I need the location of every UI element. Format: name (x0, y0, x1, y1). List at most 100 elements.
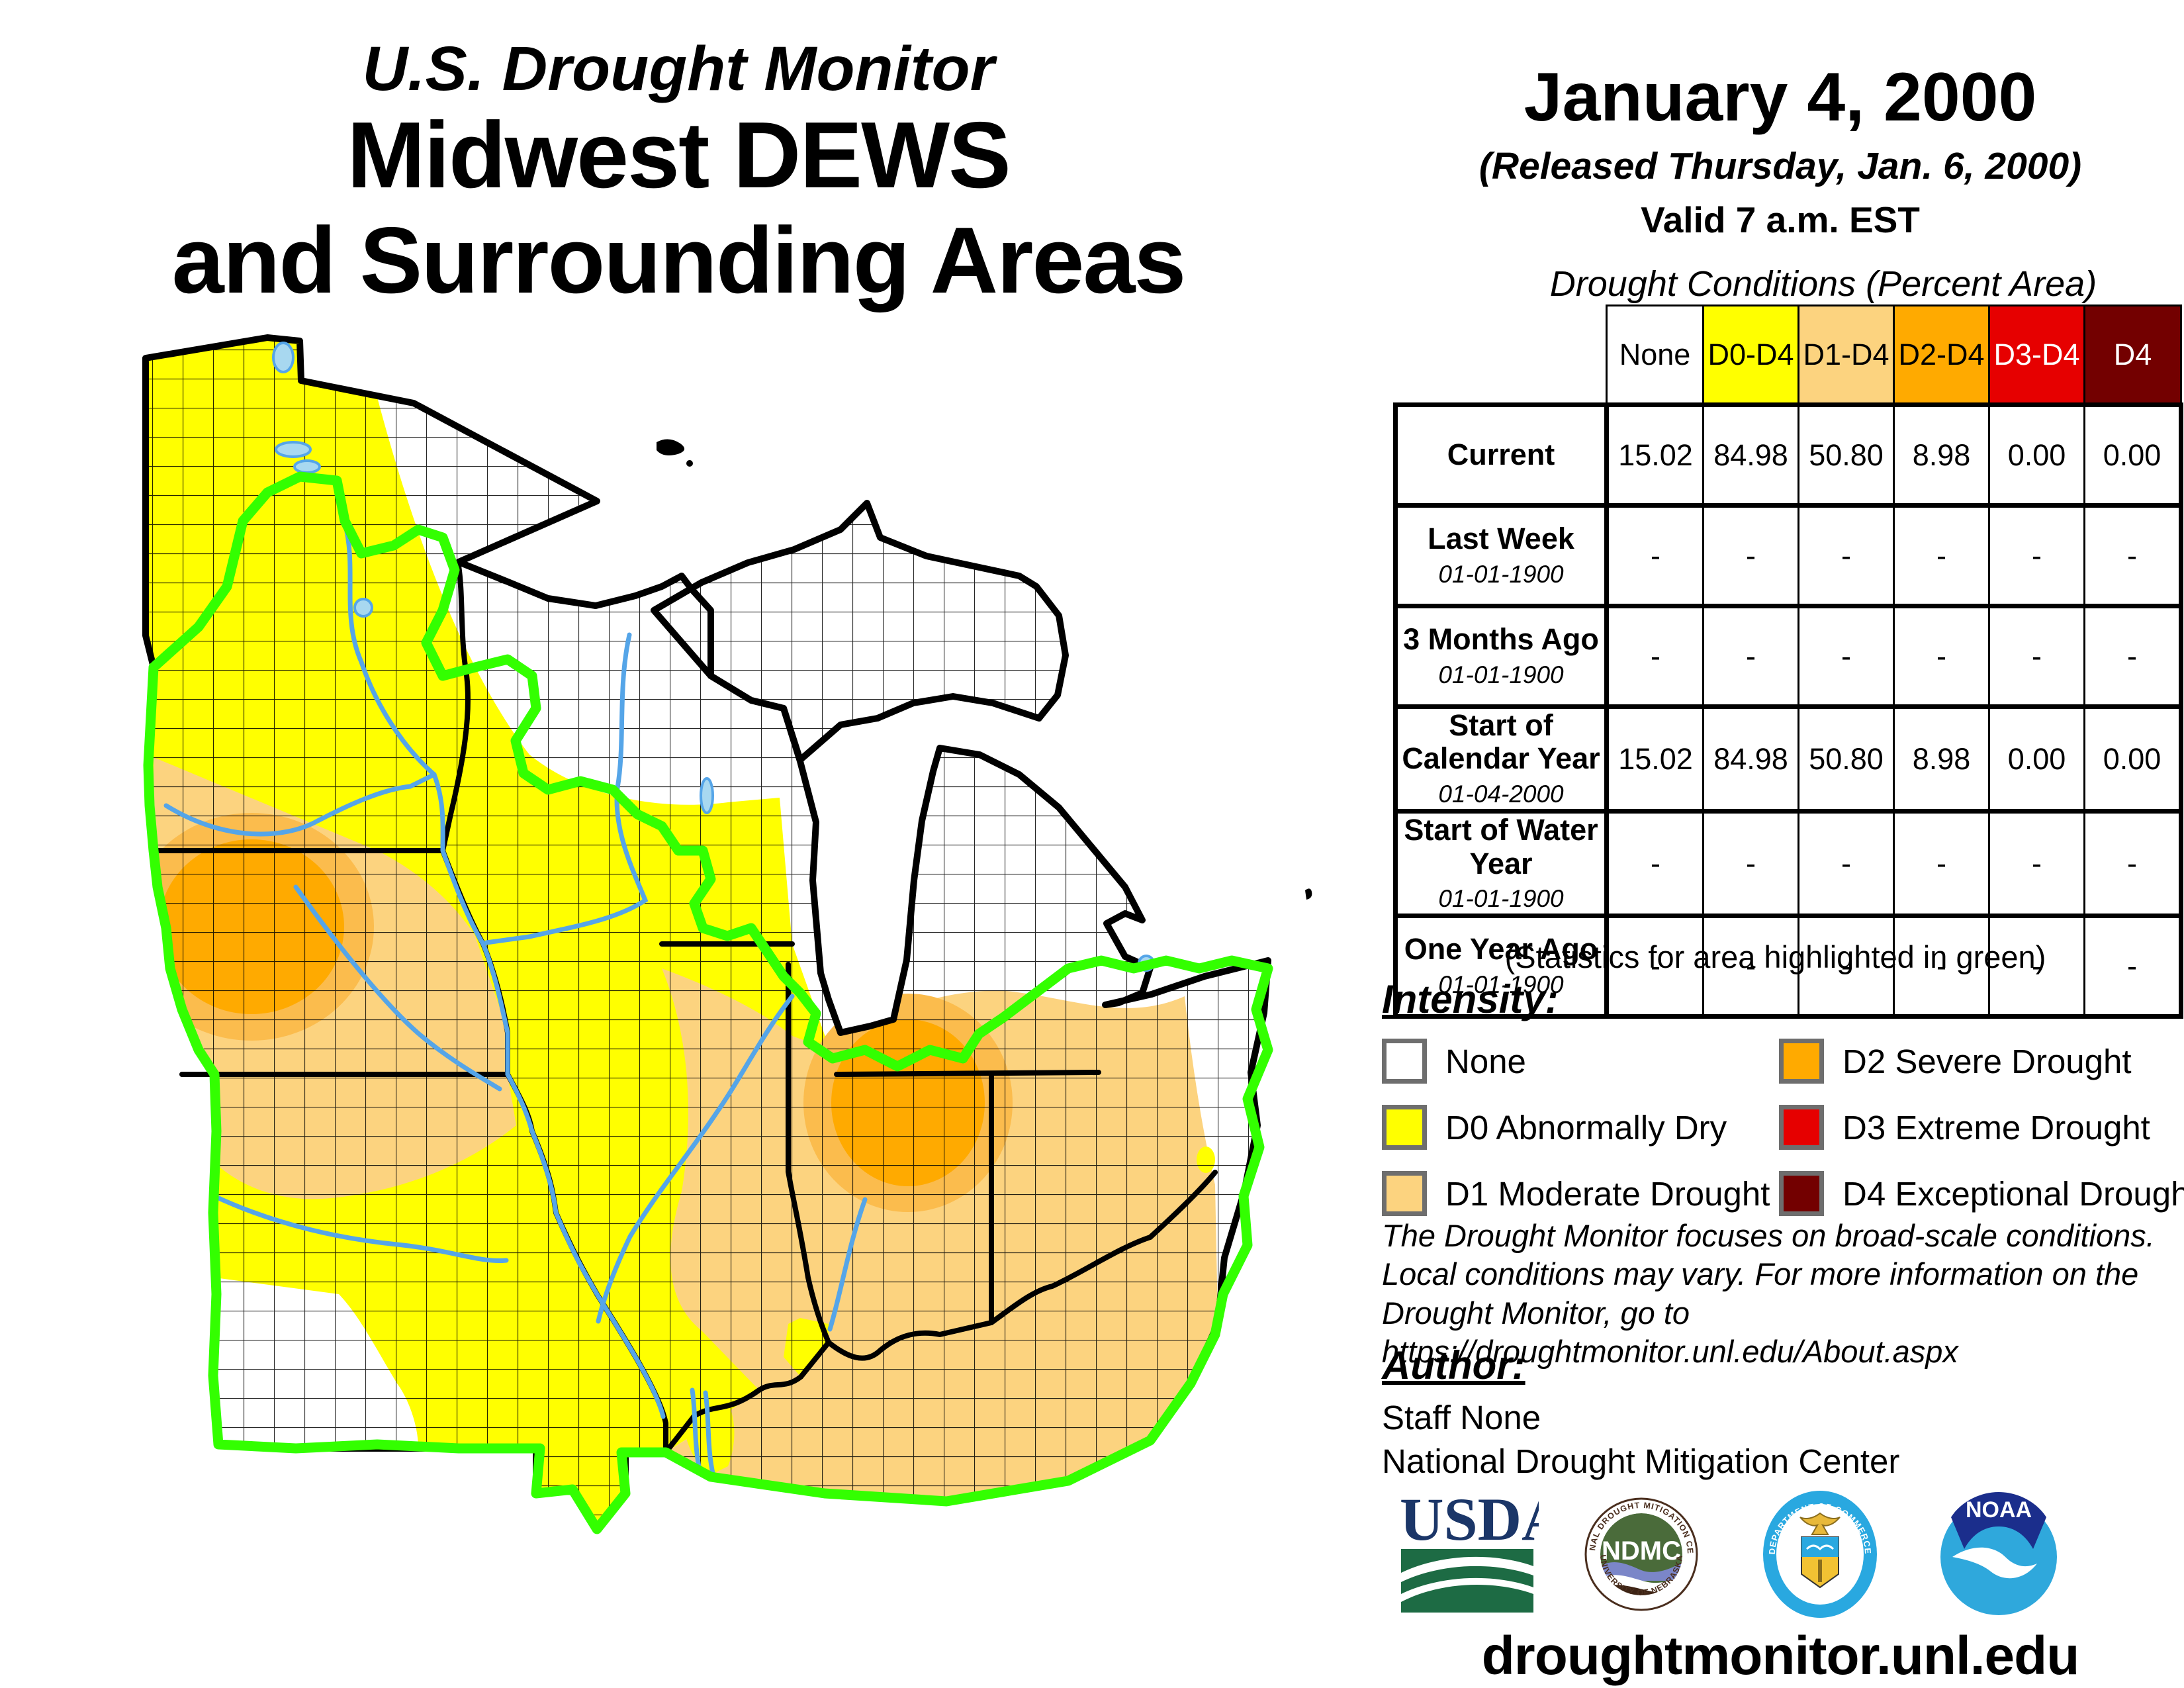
table-cell: 0.00 (1988, 404, 2085, 506)
disclaimer-line: Drought Monitor, go to https://droughtmo… (1382, 1295, 1958, 1369)
svg-text:NDMC: NDMC (1602, 1536, 1681, 1566)
legend-label: D0 Abnormally Dry (1445, 1108, 1727, 1147)
table-cell: - (1606, 605, 1704, 708)
table-cell: 84.98 (1702, 705, 1799, 813)
row-label: Start of Water Year 01-01-1900 (1393, 809, 1609, 919)
minnesota-river (163, 772, 437, 837)
table-cell: 84.98 (1702, 404, 1799, 506)
table-cell: - (1702, 915, 1799, 1018)
table-cell: - (1797, 810, 1895, 917)
usda-logo: USDA (1400, 1488, 1539, 1613)
author-name: Staff None (1382, 1399, 1541, 1436)
site-url: droughtmonitor.unl.edu (1481, 1626, 2080, 1686)
legend-swatch (1779, 1105, 1824, 1150)
legend-item: D3 Extreme Drought (1779, 1099, 2184, 1156)
disclaimer-line: The Drought Monitor focuses on broad-sca… (1382, 1218, 2155, 1253)
legend-item: D0 Abnormally Dry (1382, 1099, 1779, 1156)
row-label: Last Week 01-01-1900 (1393, 503, 1609, 608)
isle-royale-island (657, 439, 685, 455)
table-row: 3 Months Ago 01-01-1900- - - - - - (1393, 604, 2183, 709)
author-organization: National Drought Mitigation Center (1382, 1442, 1900, 1480)
drought-conditions-table: None D0-D4 D1-D4 D2-D4 D3-D4 D4 Current 15.02 8… (1393, 305, 2183, 1019)
column-header-none: None (1606, 305, 1704, 406)
wisconsin-river (484, 632, 649, 945)
table-cell: 50.80 (1797, 404, 1895, 506)
table-cell: - (2083, 605, 2183, 708)
upper-red-lake (275, 441, 312, 458)
des-moines-river (293, 884, 502, 1092)
legend-label: D1 Moderate Drought (1445, 1174, 1770, 1213)
commerce-logo: DEPARTMENT OF COMMERCE UNITED STATES OF … (1754, 1488, 1877, 1618)
eagle-icon (1799, 1512, 1841, 1535)
column-header-d3-d4: D3-D4 (1988, 305, 2085, 406)
legend-swatch (1382, 1105, 1427, 1150)
noaa-logo: NOAA (1940, 1492, 2057, 1615)
table-cell: - (1893, 915, 1990, 1018)
legend-item: D1 Moderate Drought (1382, 1165, 1779, 1222)
dews-region-boundary (143, 471, 1273, 1534)
intensity-legend-title: Intensity: (1382, 977, 1559, 1021)
valid-time: Valid 7 a.m. EST (1641, 199, 1920, 240)
row-label: Start of Calendar Year 01-04-2000 (1393, 704, 1609, 814)
legend-item: D2 Severe Drought (1779, 1033, 2184, 1090)
lake-erie-islet (1305, 888, 1312, 900)
column-header-d2-d4: D2-D4 (1893, 305, 1990, 406)
disclaimer-text: The Drought Monitor focuses on broad-sca… (1382, 1217, 2184, 1371)
table-cell: 15.02 (1606, 404, 1704, 506)
table-cell: 0.00 (2083, 705, 2183, 813)
table-cell: - (1702, 504, 1799, 607)
author-title: Author: (1382, 1343, 1525, 1387)
table-cell: - (1797, 504, 1895, 607)
table-cell: - (1988, 915, 2085, 1018)
table-cell: 8.98 (1893, 404, 1990, 506)
legend-swatch (1779, 1171, 1824, 1216)
mississippi-river (342, 520, 666, 1419)
table-cell: - (1606, 810, 1704, 917)
ndmc-logo: NDMC NATIONAL DROUGHT MITIGATION CENTER … (1575, 1488, 1698, 1611)
table-header-row: None D0-D4 D1-D4 D2-D4 D3-D4 D4 (1395, 305, 2182, 406)
table-cell: - (2083, 504, 2183, 607)
table-cell: 8.98 (1893, 705, 1990, 813)
table-cell: - (1988, 504, 2085, 607)
region-title-line1: Midwest DEWS (347, 102, 1011, 208)
released-date: (Released Thursday, Jan. 6, 2000) (1479, 145, 2082, 187)
drought-map (142, 334, 1312, 1534)
islands (657, 439, 1312, 900)
table-row: One Year Ago 01-01-1900- - - - - - (1393, 914, 2183, 1019)
column-header-d1-d4: D1-D4 (1797, 305, 1895, 406)
table-cell: - (1797, 605, 1895, 708)
table-row: Last Week 01-01-1900- - - - - - (1393, 503, 2183, 608)
lake-winnebago (700, 777, 714, 814)
disclaimer-line: Local conditions may vary. For more info… (1382, 1256, 2139, 1292)
conditions-table-title: Drought Conditions (Percent Area) (1549, 264, 2097, 304)
table-cell: - (1893, 810, 1990, 917)
table-cell: - (1606, 504, 1704, 607)
table-cell: 50.80 (1797, 705, 1895, 813)
rivers (163, 520, 868, 1479)
table-cell: - (1893, 605, 1990, 708)
table-row: Current 15.02 84.98 50.80 8.98 0.00 0.00 (1393, 402, 2183, 508)
table-cell: - (1702, 810, 1799, 917)
table-cell: - (1988, 810, 2085, 917)
table-row: Start of Water Year 01-01-1900- - - - - - (1393, 809, 2183, 919)
lower-red-lake (293, 459, 321, 474)
table-cell: 0.00 (1988, 705, 2085, 813)
svg-text:USDA: USDA (1400, 1488, 1539, 1553)
legend-label: None (1445, 1042, 1526, 1080)
seagull-icon (1952, 1547, 2037, 1579)
map-date: January 4, 2000 (1524, 59, 2037, 136)
white-river (827, 1197, 868, 1332)
column-header-d4: D4 (2083, 305, 2182, 406)
lake-of-the-woods (272, 342, 295, 373)
legend-label: D2 Severe Drought (1843, 1042, 2132, 1080)
table-cell: - (1893, 504, 1990, 607)
row-label: 3 Months Ago 01-01-1900 (1393, 604, 1609, 709)
table-cell: 15.02 (1606, 705, 1704, 813)
intensity-legend: None D0 Abnormally Dry D1 Moderate Drought… (1382, 1033, 2184, 1222)
mille-lacs-lake (353, 598, 373, 618)
legend-swatch (1382, 1171, 1427, 1216)
info-panel: January 4, 2000 (Released Thursday, Jan.… (1377, 0, 2184, 1688)
kentucky-lake (690, 1387, 716, 1479)
legend-item: None (1382, 1033, 1779, 1090)
legend-label: D3 Extreme Drought (1843, 1108, 2150, 1147)
